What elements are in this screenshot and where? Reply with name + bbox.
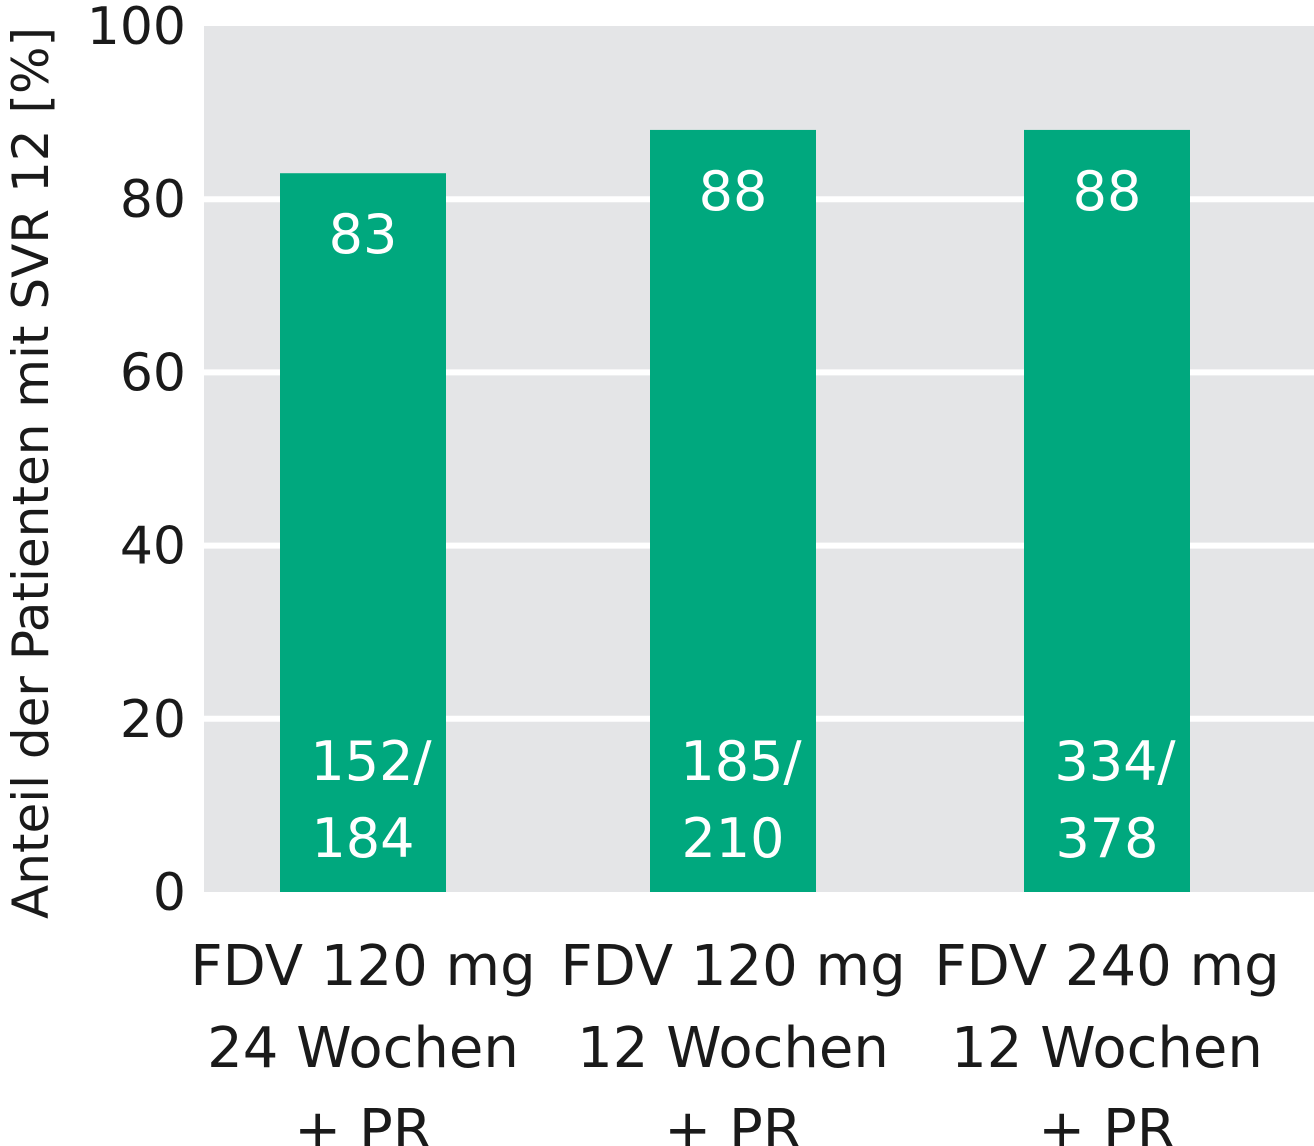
x-axis-categories: FDV 120 mg 24 Wochen + PR FDV 120 mg 12 Woch… [190,934,1279,1146]
y-axis-label: Anteil der Patienten mit SVR 12 [%] [2,27,60,919]
y-tick-label: 100 [87,0,186,57]
x-category-label: + PR [294,1098,431,1146]
bar [280,173,446,893]
bar-value-label: 88 [699,160,768,223]
x-category-label: FDV 120 mg [560,934,905,999]
bar-count-label: 378 [1055,807,1158,870]
bar-value-label: 88 [1073,160,1142,223]
x-category-label: 12 Wochen [577,1016,889,1081]
bar-count-label: 210 [681,807,784,870]
y-tick-label: 0 [153,863,186,923]
bar-count-label: 152/ [310,730,432,793]
bar [1024,129,1190,893]
bars: 83 152/184 88 185/210 88 334/378 [280,129,1190,893]
x-category-label: FDV 120 mg [190,934,535,999]
y-axis-ticks: 0 20 40 60 80 100 [87,0,186,923]
x-category-label: 24 Wochen [207,1016,519,1081]
bar [650,129,816,893]
bar-value-label: 83 [329,203,398,266]
x-category-label: + PR [664,1098,801,1146]
y-tick-label: 80 [120,170,186,230]
y-tick-label: 20 [120,690,186,750]
x-category-label: FDV 240 mg [934,934,1279,999]
y-tick-label: 60 [120,343,186,403]
bar-count-label: 184 [311,807,414,870]
bar-count-label: 334/ [1054,730,1176,793]
y-tick-label: 40 [120,517,186,577]
x-category-label: 12 Wochen [951,1016,1263,1081]
x-category-label: + PR [1038,1098,1175,1146]
bar-count-label: 185/ [680,730,802,793]
